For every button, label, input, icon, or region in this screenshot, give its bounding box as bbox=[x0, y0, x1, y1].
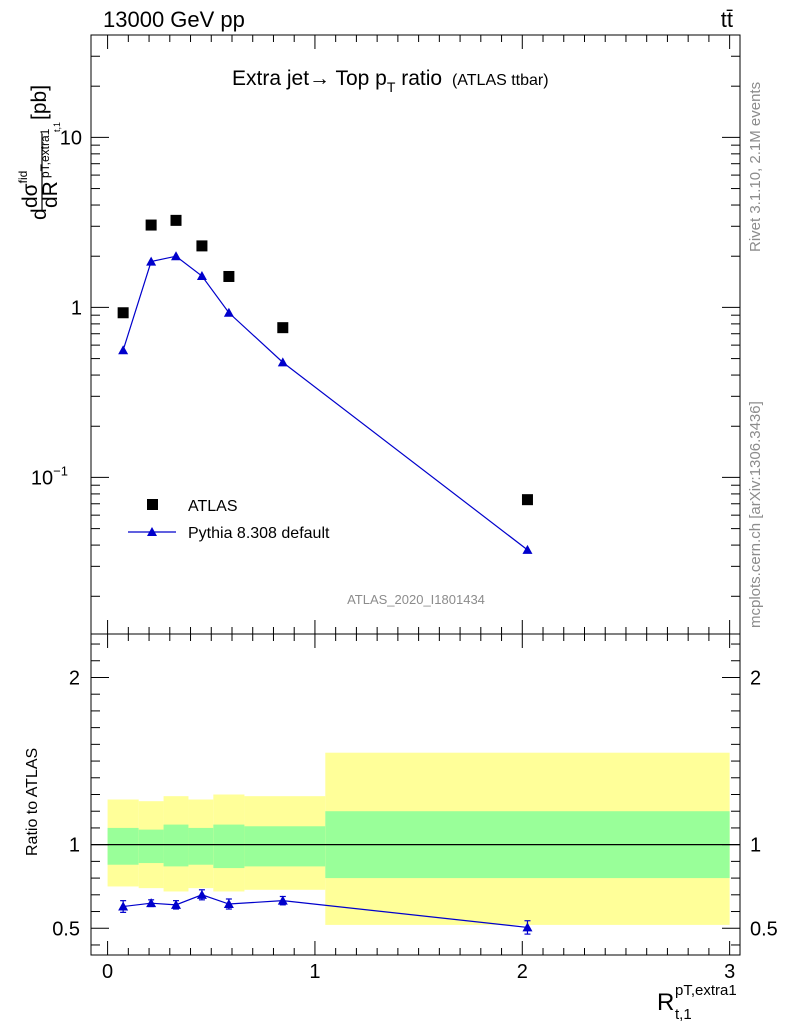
mc-point bbox=[146, 256, 157, 266]
ratio-y-tick-label: 2 bbox=[69, 667, 80, 689]
ratio-point bbox=[146, 898, 157, 908]
header-left: 13000 GeV pp bbox=[103, 7, 245, 32]
svg-text:t,1: t,1 bbox=[675, 1006, 692, 1023]
ratio-band-inner bbox=[244, 826, 326, 867]
ratio-y-axis-label: Ratio to ATLAS bbox=[24, 748, 41, 856]
svg-text:R: R bbox=[657, 989, 674, 1016]
svg-text:dσfid: dσfid bbox=[16, 171, 42, 208]
ratio-point bbox=[118, 901, 129, 911]
ratio-y-tick-label-right: 1 bbox=[750, 835, 761, 857]
analysis-label: ATLAS_2020_I1801434 bbox=[347, 592, 485, 607]
ratio-y-tick-label: 1 bbox=[69, 835, 80, 857]
y-tick-label: 10 bbox=[60, 127, 82, 149]
axis-ticks bbox=[91, 34, 740, 955]
ratio-band-inner bbox=[213, 824, 245, 869]
tick-labels: 10−1 1 10 0.5 0.5 1 1 2 2 0 1 2 3 bbox=[31, 127, 778, 983]
y-tick-label: 10−1 bbox=[31, 463, 68, 489]
svg-text:t,1: t,1 bbox=[52, 122, 62, 132]
mc-point bbox=[522, 544, 533, 554]
ratio-point bbox=[522, 922, 533, 932]
mc-point bbox=[118, 345, 129, 355]
mcplots-text: mcplots.cern.ch [arXiv:1306.3436] bbox=[747, 401, 764, 628]
main-marks bbox=[117, 214, 533, 554]
ratio-point bbox=[277, 895, 288, 905]
x-tick-label: 2 bbox=[517, 961, 528, 983]
data-point bbox=[196, 240, 208, 252]
ratio-point bbox=[223, 899, 234, 909]
legend-atlas-marker bbox=[147, 499, 158, 510]
data-point bbox=[521, 494, 533, 506]
ratio-band-inner bbox=[138, 829, 164, 864]
plot-title: Extra jet→ Top pT ratio (ATLAS ttbar) bbox=[232, 67, 549, 95]
rivet-version-text: Rivet 3.1.10, 2.1M events bbox=[747, 82, 764, 252]
svg-text:d: d bbox=[28, 208, 51, 220]
data-point bbox=[277, 322, 289, 334]
mc-line bbox=[122, 255, 528, 551]
mc-point bbox=[171, 251, 182, 261]
ratio-y-tick-label-right: 2 bbox=[750, 667, 761, 689]
svg-text:pT,extra1: pT,extra1 bbox=[675, 982, 737, 999]
header-right: tt̄ bbox=[721, 7, 733, 32]
ratio-band-inner bbox=[107, 827, 139, 865]
main-panel-frame bbox=[90, 34, 741, 635]
data-point bbox=[223, 270, 235, 282]
ratio-y-tick-label: 0.5 bbox=[52, 918, 80, 940]
x-axis-label: R pT,extra1 t,1 bbox=[657, 982, 737, 1023]
x-tick-label: 3 bbox=[724, 961, 735, 983]
data-point bbox=[170, 214, 182, 226]
mc-point bbox=[223, 307, 234, 317]
svg-text:pT,extra1: pT,extra1 bbox=[38, 128, 52, 178]
svg-text:dR: dR bbox=[39, 181, 62, 208]
data-point bbox=[117, 307, 129, 319]
mc-point bbox=[277, 357, 288, 367]
ratio-point bbox=[171, 899, 182, 909]
x-tick-label: 1 bbox=[309, 961, 320, 983]
ratio-bands bbox=[91, 752, 740, 925]
legend: ATLAS Pythia 8.308 default bbox=[128, 498, 330, 542]
data-point bbox=[145, 219, 157, 231]
ratio-y-tick-label-right: 0.5 bbox=[750, 918, 778, 940]
ratio-marks bbox=[118, 889, 533, 935]
mc-point bbox=[196, 270, 207, 280]
y-tick-label: 1 bbox=[71, 297, 82, 319]
legend-pythia-marker bbox=[147, 527, 157, 536]
legend-pythia-label: Pythia 8.308 default bbox=[188, 525, 330, 542]
ratio-band-inner bbox=[163, 824, 189, 867]
legend-atlas-label: ATLAS bbox=[188, 498, 238, 515]
ratio-band-inner bbox=[188, 827, 214, 865]
ratio-point bbox=[196, 889, 207, 899]
svg-text:[pb]: [pb] bbox=[28, 85, 51, 120]
main-y-axis-label: d dσfid dR pT,extra1 t,1 [pb] bbox=[16, 85, 62, 220]
x-tick-label: 0 bbox=[102, 961, 113, 983]
